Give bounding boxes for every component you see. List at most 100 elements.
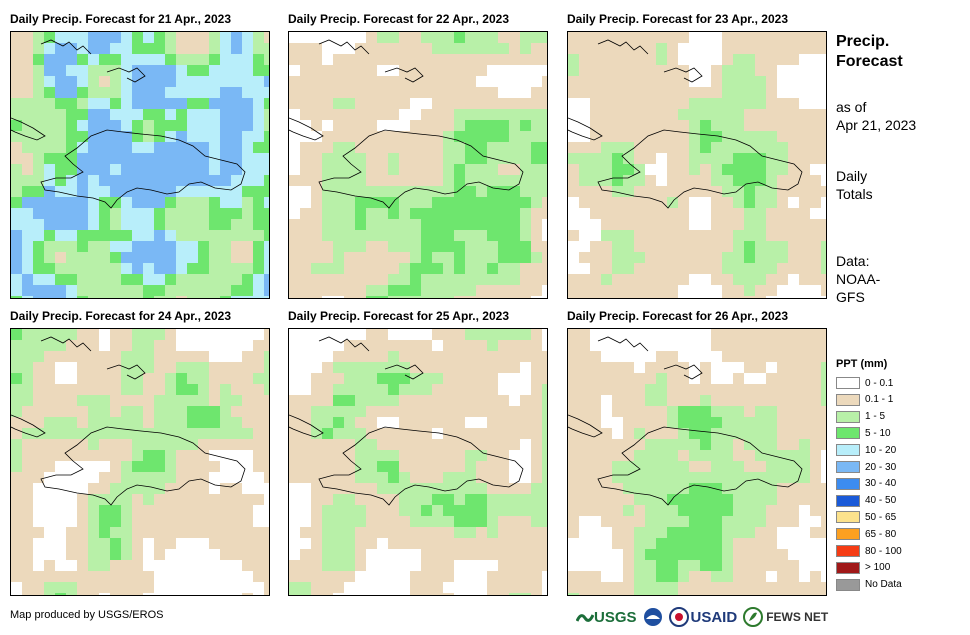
precip-cell	[531, 560, 542, 571]
precip-cell	[187, 65, 198, 76]
precip-cell	[388, 98, 399, 109]
precip-cell	[645, 230, 656, 241]
precip-cell	[366, 373, 377, 384]
precip-cell	[220, 230, 231, 241]
fewsnet-leaf-icon	[743, 607, 764, 627]
precip-cell	[165, 406, 176, 417]
precip-cell	[667, 483, 678, 494]
precip-cell	[579, 483, 590, 494]
precip-cell	[322, 483, 333, 494]
precip-cell	[88, 340, 99, 351]
precip-cell	[711, 197, 722, 208]
precip-cell	[487, 483, 498, 494]
precip-cell	[399, 417, 410, 428]
precip-cell	[333, 131, 344, 142]
precip-cell	[311, 538, 322, 549]
precip-cell	[44, 164, 55, 175]
precip-cell	[154, 76, 165, 87]
precip-cell	[590, 142, 601, 153]
precip-cell	[264, 131, 269, 142]
precip-cell	[443, 98, 454, 109]
precip-cell	[253, 87, 264, 98]
precip-cell	[264, 351, 269, 362]
precip-cell	[612, 186, 623, 197]
precip-cell	[154, 43, 165, 54]
precip-cell	[465, 98, 476, 109]
precip-cell	[755, 329, 766, 340]
precip-cell	[590, 494, 601, 505]
usaid-seal-icon	[668, 607, 689, 627]
precip-cell	[579, 494, 590, 505]
precip-cell	[377, 351, 388, 362]
precip-cell	[520, 428, 531, 439]
precip-cell	[520, 483, 531, 494]
precip-cell	[388, 32, 399, 43]
precip-cell	[667, 109, 678, 120]
precip-cell	[220, 32, 231, 43]
precip-cell	[132, 164, 143, 175]
precip-cell	[22, 439, 33, 450]
precip-cell	[590, 351, 601, 362]
precip-cell	[700, 87, 711, 98]
precip-cell	[77, 582, 88, 593]
precip-cell	[22, 175, 33, 186]
precip-cell	[253, 208, 264, 219]
precip-cell	[165, 109, 176, 120]
precip-cell	[355, 175, 366, 186]
precip-cell	[176, 406, 187, 417]
precip-cell	[322, 439, 333, 450]
precip-cell	[509, 32, 520, 43]
precip-cell	[755, 164, 766, 175]
precip-cell	[568, 494, 579, 505]
precip-cell	[722, 153, 733, 164]
precip-cell	[432, 186, 443, 197]
precip-cell	[711, 417, 722, 428]
precip-cell	[623, 428, 634, 439]
forecast-map-apr26	[567, 328, 827, 596]
precip-cell	[700, 516, 711, 527]
precip-cell	[410, 252, 421, 263]
precip-cell	[542, 494, 547, 505]
precip-cell	[421, 219, 432, 230]
precip-cell	[22, 582, 33, 593]
precip-cell	[253, 362, 264, 373]
precip-cell	[154, 527, 165, 538]
precip-cell	[355, 549, 366, 560]
precip-cell	[700, 153, 711, 164]
precip-cell	[520, 32, 531, 43]
precip-cell	[121, 109, 132, 120]
precip-cell	[88, 76, 99, 87]
precip-cell	[476, 384, 487, 395]
precip-cell	[799, 439, 810, 450]
precip-cell	[300, 43, 311, 54]
precip-cell	[333, 197, 344, 208]
precip-cell	[454, 285, 465, 296]
precip-cell	[476, 87, 487, 98]
precip-cell	[634, 494, 645, 505]
precip-cell	[22, 54, 33, 65]
precip-cell	[454, 472, 465, 483]
precip-cell	[99, 527, 110, 538]
precip-cell	[667, 263, 678, 274]
precip-cell	[22, 274, 33, 285]
precip-cell	[143, 494, 154, 505]
precip-cell	[220, 527, 231, 538]
precip-cell	[568, 527, 579, 538]
precip-cell	[634, 527, 645, 538]
precip-cell	[220, 439, 231, 450]
precip-cell	[810, 131, 821, 142]
precip-cell	[700, 120, 711, 131]
precip-cell	[487, 274, 498, 285]
precip-cell	[612, 54, 623, 65]
precip-cell	[821, 263, 826, 274]
precip-cell	[143, 461, 154, 472]
precip-cell	[487, 219, 498, 230]
precip-cell	[689, 582, 700, 593]
precip-cell	[645, 131, 656, 142]
precip-cell	[110, 65, 121, 76]
precip-cell	[777, 439, 788, 450]
precip-cell	[33, 263, 44, 274]
precip-cell	[44, 351, 55, 362]
precip-cell	[542, 87, 547, 98]
precip-cell	[300, 87, 311, 98]
